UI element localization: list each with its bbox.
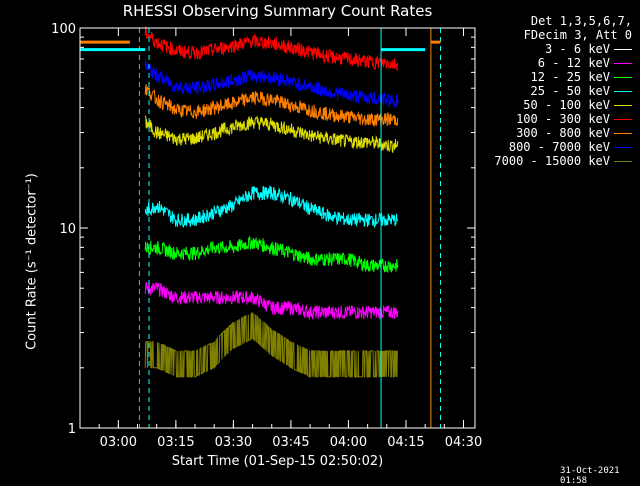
series-0	[144, 231, 399, 276]
x-tick-label-5: 04:15	[387, 435, 424, 450]
series-layer	[144, 26, 399, 378]
series-7	[144, 59, 399, 109]
x-tick-label-6: 04:30	[445, 435, 482, 450]
x-tick-label-3: 03:45	[272, 435, 309, 450]
legend-title-line-2: FDecim 3, Att 0	[523, 28, 632, 42]
series-line-8	[144, 311, 398, 378]
legend-item-6: 300 - 800 keV	[516, 126, 610, 140]
series-3	[144, 185, 399, 229]
x-tick-label-2: 03:30	[215, 435, 252, 450]
legend-swatch-3	[614, 91, 632, 92]
series-line-7	[144, 59, 399, 109]
y-tick-label-2: 1	[68, 422, 76, 437]
series-8	[144, 311, 398, 378]
x-axis-label: Start Time (01-Sep-15 02:50:02)	[171, 454, 384, 469]
series-line-2	[144, 236, 399, 273]
legend-item-5: 100 - 300 keV	[516, 112, 610, 126]
legend-swatch-6	[614, 133, 632, 134]
series-line-6	[144, 84, 399, 127]
series-line-5	[144, 26, 399, 72]
x-tick-label-4: 04:00	[330, 435, 367, 450]
series-line-3	[144, 185, 399, 229]
legend-swatch-8	[614, 161, 632, 162]
series-6	[144, 84, 399, 127]
legend-item-4: 50 - 100 keV	[523, 98, 610, 112]
y-tick-label-0: 100	[51, 22, 76, 37]
legend-swatch-7	[614, 147, 632, 148]
generation-timestamp: 31-Oct-2021 01:58	[560, 466, 620, 486]
legend-swatch-4	[614, 105, 632, 106]
legend-swatch-2	[614, 77, 632, 78]
series-line-1	[144, 281, 399, 320]
x-tick-label-1: 03:15	[157, 435, 194, 450]
legend-item-7: 800 - 7000 keV	[508, 140, 610, 154]
series-4	[144, 115, 399, 154]
legend-title-line-1: Det 1,3,5,6,7,	[530, 14, 632, 28]
legend-swatch-0	[614, 49, 632, 50]
vertical-lines-layer	[80, 28, 441, 428]
y-axis-label: Count Rate (s⁻¹ detector⁻¹)	[24, 173, 40, 350]
legend-item-2: 12 - 25 keV	[530, 70, 610, 84]
tick-layer: 03:00 03:15 03:30 03:45 04:00 04:15 04:30 100 10…	[51, 22, 482, 450]
legend-swatch-5	[614, 119, 632, 120]
series-5	[144, 26, 399, 72]
x-tick-label-0: 03:00	[100, 435, 137, 450]
legend-item-3: 25 - 50 keV	[530, 84, 610, 98]
legend-item-0: 3 - 6 keV	[544, 42, 610, 56]
legend-item-8: 7000 - 15000 keV	[494, 154, 610, 168]
legend-item-1: 6 - 12 keV	[537, 56, 610, 70]
series-line-4	[144, 115, 399, 154]
series-2	[144, 236, 399, 273]
series-line-0	[144, 231, 399, 276]
series-1	[144, 281, 399, 320]
legend-swatch-1	[614, 63, 632, 64]
chart-title: RHESSI Observing Summary Count Rates	[122, 2, 433, 20]
y-tick-label-1: 10	[59, 222, 76, 237]
